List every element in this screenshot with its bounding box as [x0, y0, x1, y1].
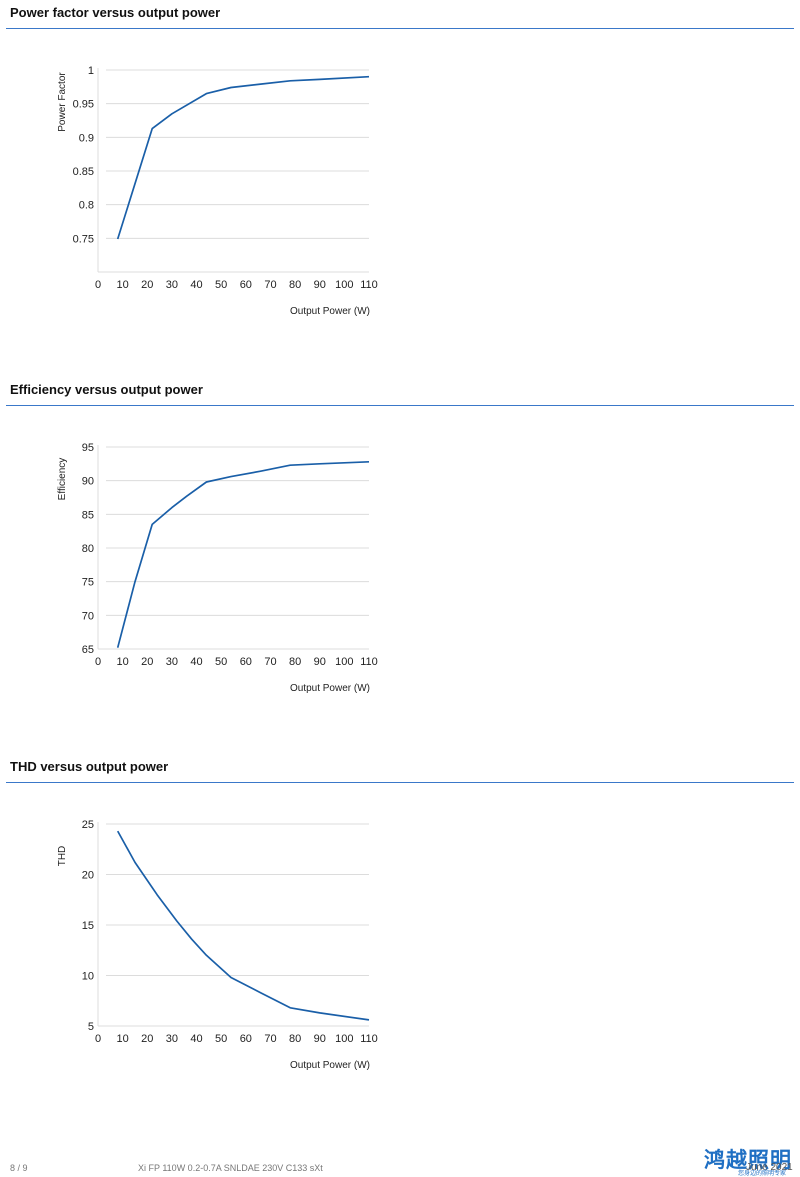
x-tick-label: 80	[289, 656, 301, 668]
x-axis-label: Output Power (W)	[290, 306, 370, 317]
document-date: June 2021	[746, 1162, 793, 1173]
watermark-subtitle: 您身边的照明专家	[738, 1171, 787, 1177]
x-tick-label: 50	[215, 1033, 227, 1045]
series-line	[116, 460, 370, 648]
x-tick-label: 20	[141, 656, 153, 668]
y-axis-label: Efficiency	[57, 458, 68, 501]
y-tick-label: 85	[82, 509, 94, 521]
efficiency-chart: 65 70 75 80 85 90 95 0 10 20 30 40 50 60 70 80 90 100 110 O…	[57, 442, 378, 694]
y-tick-label: 0.85	[73, 166, 94, 178]
x-tick-label: 0	[95, 279, 101, 291]
y-tick-label: 5	[88, 1021, 94, 1033]
x-tick-label: 30	[166, 656, 178, 668]
x-tick-label: 20	[141, 1033, 153, 1045]
x-axis-label: Output Power (W)	[290, 1060, 370, 1071]
y-tick-label: 80	[82, 543, 94, 555]
y-tick-label: 95	[82, 442, 94, 454]
x-tick-label: 0	[95, 656, 101, 668]
x-tick-label: 90	[314, 279, 326, 291]
x-tick-label: 40	[190, 656, 202, 668]
x-tick-label: 40	[190, 1033, 202, 1045]
x-tick-label: 70	[264, 1033, 276, 1045]
x-tick-label: 100	[335, 279, 353, 291]
x-tick-label: 10	[117, 656, 129, 668]
y-tick-label: 10	[82, 971, 94, 983]
x-tick-label: 110	[360, 1033, 378, 1045]
y-tick-label: 0.95	[73, 99, 94, 111]
section-title: Power factor versus output power	[10, 5, 221, 20]
y-tick-label: 1	[88, 65, 94, 77]
y-tick-label: 65	[82, 644, 94, 656]
x-tick-label: 60	[240, 1033, 252, 1045]
y-tick-label: 90	[82, 476, 94, 488]
product-name: Xi FP 110W 0.2-0.7A SNLDAE 230V C133 sXt	[138, 1163, 323, 1173]
x-tick-label: 10	[117, 1033, 129, 1045]
page-number: 8 / 9	[10, 1163, 28, 1173]
series-line	[116, 830, 370, 1021]
x-tick-label: 90	[314, 1033, 326, 1045]
x-tick-label: 70	[264, 279, 276, 291]
series-line	[116, 75, 370, 240]
y-tick-label: 15	[82, 920, 94, 932]
y-tick-label: 70	[82, 610, 94, 622]
y-tick-label: 0.8	[79, 200, 94, 212]
x-tick-label: 30	[166, 279, 178, 291]
x-tick-label: 110	[360, 279, 378, 291]
x-tick-label: 110	[360, 656, 378, 668]
section-divider	[6, 405, 794, 406]
section-title: THD versus output power	[10, 759, 169, 774]
section-title: Efficiency versus output power	[10, 382, 203, 397]
y-tick-label: 20	[82, 870, 94, 882]
x-tick-label: 100	[335, 656, 353, 668]
y-tick-label: 0.75	[73, 233, 94, 245]
x-tick-label: 100	[335, 1033, 353, 1045]
x-tick-label: 50	[215, 279, 227, 291]
x-tick-label: 70	[264, 656, 276, 668]
x-tick-label: 50	[215, 656, 227, 668]
section-divider	[6, 28, 794, 29]
section-divider	[6, 782, 794, 783]
x-tick-label: 30	[166, 1033, 178, 1045]
y-axis-label: Power Factor	[57, 72, 68, 132]
watermark-brand: 鸿越照明	[704, 1148, 792, 1172]
y-tick-label: 0.9	[79, 132, 94, 144]
x-tick-label: 40	[190, 279, 202, 291]
x-tick-label: 20	[141, 279, 153, 291]
y-tick-label: 25	[82, 819, 94, 831]
x-tick-label: 60	[240, 656, 252, 668]
x-tick-label: 10	[117, 279, 129, 291]
x-tick-label: 0	[95, 1033, 101, 1045]
x-tick-label: 90	[314, 656, 326, 668]
thd-chart: 5 10 15 20 25 0 10 20 30 40 50 60 70 80 90 100 110 Output…	[57, 819, 378, 1071]
x-tick-label: 80	[289, 279, 301, 291]
x-tick-label: 60	[240, 279, 252, 291]
y-tick-label: 75	[82, 577, 94, 589]
x-tick-label: 80	[289, 1033, 301, 1045]
y-axis-label: THD	[57, 846, 68, 867]
x-axis-label: Output Power (W)	[290, 683, 370, 694]
